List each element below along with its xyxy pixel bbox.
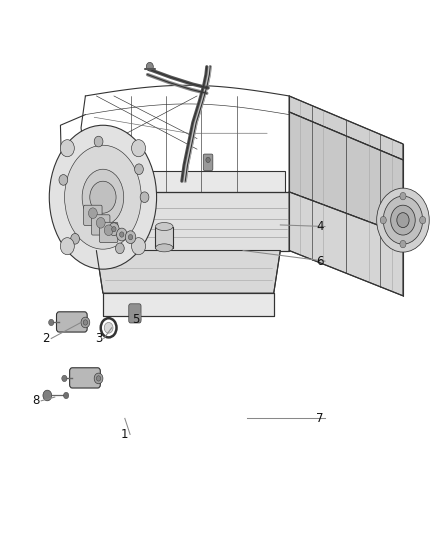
Ellipse shape (83, 320, 88, 325)
Circle shape (96, 217, 105, 228)
Circle shape (377, 188, 429, 252)
Circle shape (117, 228, 127, 241)
Circle shape (49, 319, 54, 326)
Ellipse shape (49, 125, 156, 269)
Ellipse shape (81, 317, 90, 328)
Circle shape (62, 375, 67, 382)
Text: 6: 6 (316, 255, 324, 268)
Ellipse shape (94, 373, 103, 384)
Text: 5: 5 (132, 313, 139, 326)
Circle shape (125, 231, 136, 244)
Polygon shape (103, 293, 274, 316)
Circle shape (88, 208, 97, 219)
Ellipse shape (155, 244, 173, 252)
Polygon shape (155, 227, 173, 248)
Circle shape (128, 235, 133, 240)
Text: 1: 1 (121, 428, 129, 441)
Circle shape (94, 136, 103, 147)
Circle shape (380, 216, 386, 224)
Circle shape (131, 238, 145, 255)
Circle shape (120, 232, 124, 237)
Circle shape (383, 196, 423, 244)
FancyBboxPatch shape (203, 154, 213, 171)
Circle shape (116, 243, 124, 254)
Polygon shape (289, 112, 403, 235)
Text: 7: 7 (316, 412, 324, 425)
Polygon shape (289, 96, 403, 160)
Circle shape (59, 175, 68, 185)
Polygon shape (90, 192, 289, 251)
FancyBboxPatch shape (57, 312, 87, 332)
Ellipse shape (96, 376, 101, 381)
Circle shape (400, 192, 406, 200)
FancyBboxPatch shape (92, 215, 110, 235)
Circle shape (60, 140, 74, 157)
Circle shape (43, 390, 52, 401)
Circle shape (90, 181, 116, 213)
Circle shape (146, 62, 153, 71)
FancyBboxPatch shape (129, 304, 141, 323)
Circle shape (104, 225, 113, 236)
Ellipse shape (82, 169, 124, 225)
Circle shape (131, 140, 145, 157)
Circle shape (104, 322, 113, 333)
Circle shape (109, 223, 119, 236)
Text: 2: 2 (42, 332, 50, 345)
Circle shape (112, 227, 116, 232)
Circle shape (134, 164, 143, 175)
FancyBboxPatch shape (99, 222, 118, 243)
Circle shape (400, 240, 406, 248)
Polygon shape (289, 192, 403, 296)
Text: 8: 8 (32, 394, 39, 407)
Circle shape (60, 238, 74, 255)
Polygon shape (85, 171, 285, 235)
Circle shape (140, 192, 149, 203)
Text: 4: 4 (316, 220, 324, 233)
Circle shape (71, 233, 79, 244)
Circle shape (397, 213, 409, 228)
Ellipse shape (64, 145, 141, 249)
Circle shape (64, 392, 69, 399)
Circle shape (206, 157, 210, 163)
FancyBboxPatch shape (84, 205, 102, 225)
Circle shape (391, 205, 415, 235)
Text: 3: 3 (95, 332, 102, 345)
Circle shape (420, 216, 426, 224)
Polygon shape (96, 251, 280, 293)
Ellipse shape (155, 223, 173, 231)
FancyBboxPatch shape (70, 368, 100, 388)
